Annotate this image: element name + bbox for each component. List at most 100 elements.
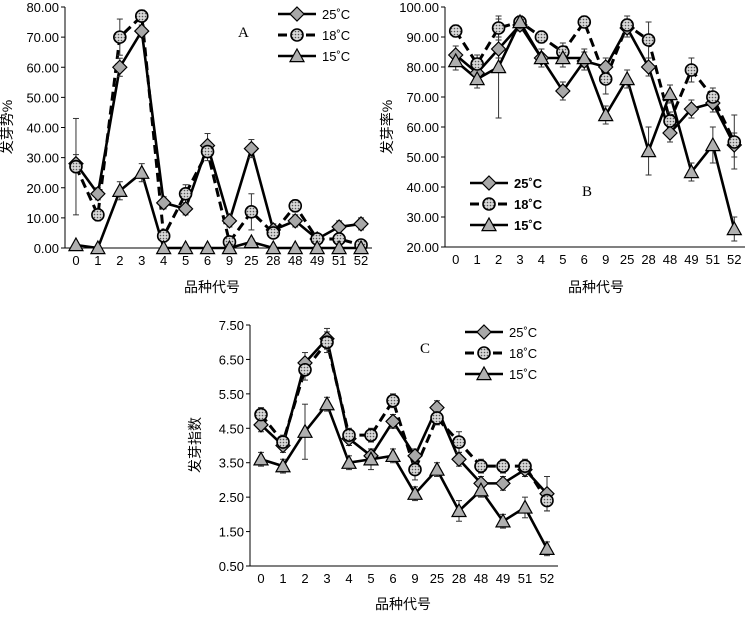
panel-c-point-circle — [430, 411, 444, 425]
panel-c-point-circle — [298, 362, 312, 377]
panel-b-x-tick-label: 0 — [452, 252, 459, 267]
panel-c-germination-index: 发芽指数 品种代号 C 0.50 1.50 2.50 3.50 4.50 5.50 6.50… — [187, 318, 558, 612]
panel-b-point-triangle — [726, 220, 743, 236]
panel-a-point-diamond — [287, 213, 304, 229]
panel-b-germination-rate: 发芽率% 品种代号 B 20.00 30.00 40.00 50.00 60.00 70.… — [379, 0, 745, 295]
panel-b-point-diamond — [597, 59, 614, 75]
panel-b-series-line — [454, 19, 736, 230]
panel-a-legend-marker-circle — [290, 28, 304, 42]
panel-a-x-tick-label: 52 — [354, 253, 368, 268]
panel-a-point-circle — [178, 186, 193, 201]
panel-a-y-tick-label: 10.00 — [26, 211, 59, 226]
panel-b-x-tick-label: 1 — [474, 252, 481, 267]
panel-a-point-diamond — [221, 213, 238, 229]
panel-b-x-tick-label: 5 — [559, 252, 566, 267]
panel-b-point-triangle — [490, 58, 507, 74]
panel-a-point-diamond — [177, 200, 194, 217]
panel-c-legend-marker-circle — [477, 346, 491, 360]
panel-a-y-tick-label: 40.00 — [26, 121, 59, 136]
panel-c-point-triangle — [340, 454, 358, 469]
panel-c-x-tick-label: 4 — [345, 571, 352, 586]
panel-b-y-tick-label: 30.00 — [406, 210, 439, 225]
panel-b-legend-marker-circle — [482, 197, 496, 211]
panel-c-x-tick-label: 52 — [540, 571, 554, 586]
panel-b-point-circle — [577, 15, 592, 29]
panel-b-letter: B — [582, 184, 592, 200]
panel-b-point-diamond — [662, 125, 678, 141]
panel-a-point-triangle — [243, 233, 260, 249]
panel-a-germination-potential: 发芽势% 品种代号 A 0.0010.0020.0030.0040.0050.0… — [0, 0, 372, 295]
panel-b-point-circle — [684, 63, 699, 77]
panel-c-y-tick-label: 0.50 — [219, 559, 244, 574]
panel-b-x-tick-label: 28 — [641, 252, 655, 267]
panel-c-point-diamond — [451, 451, 467, 468]
panel-c-point-triangle — [494, 513, 512, 528]
panel-a-point-circle — [200, 144, 215, 159]
panel-c-point-circle — [496, 459, 510, 473]
panel-b-point-diamond — [490, 41, 507, 57]
panel-c-legend-label: 15˚C — [509, 367, 537, 382]
panel-b-point-circle — [706, 90, 720, 104]
panel-a-xlabel: 品种代号 — [184, 279, 240, 295]
panel-b-x-tick-label: 52 — [727, 252, 741, 267]
panel-b-point-triangle — [683, 163, 700, 179]
panel-a-x-ticks: 0 1 2 3 4 5 6 9 25 28 48 49 51 52 — [72, 253, 368, 268]
panel-c-point-circle — [386, 393, 400, 408]
panel-b-y-tick-label: 80.00 — [406, 60, 439, 75]
panel-c-x-tick-label: 3 — [323, 571, 330, 586]
panel-a-y-tick-label: 70.00 — [26, 30, 59, 45]
panel-b-y-tick-label: 40.00 — [406, 180, 439, 195]
panel-b-point-triangle — [704, 136, 721, 152]
panel-c-y-tick-label: 7.50 — [219, 318, 244, 333]
panel-a-ylabel: 发芽势% — [0, 100, 15, 154]
panel-c-point-triangle — [362, 451, 380, 466]
panel-a-point-diamond — [155, 194, 172, 211]
panel-a-point-triangle — [265, 239, 282, 255]
panel-a-point-triangle — [67, 236, 84, 252]
panel-b-x-ticks: 0 1 2 3 4 5 6 9 25 28 48 49 51 52 — [452, 252, 741, 267]
panel-c-x-tick-label: 6 — [389, 571, 396, 586]
panel-b-plot-area — [444, 7, 745, 248]
panel-a-x-tick-label: 25 — [244, 253, 258, 268]
panel-b-point-triangle — [619, 70, 636, 86]
panel-b-y-tick-label: 60.00 — [406, 120, 439, 135]
panel-a-x-tick-label: 2 — [116, 253, 123, 268]
panel-c-y-tick-label: 4.50 — [219, 421, 244, 436]
panel-b-legend: 25˚C 18˚C 15˚C — [470, 175, 543, 233]
panel-c-point-circle — [320, 335, 334, 350]
panel-a-y-ticks: 0.00 10.00 20.00 30.00 40.00 50.00 60.00 70.00 8… — [26, 0, 65, 256]
panel-b-point-circle — [598, 72, 613, 86]
panel-c-series-line — [260, 401, 549, 550]
panel-a-point-triangle — [353, 239, 370, 255]
panel-c-point-circle — [452, 435, 466, 449]
panel-a-x-tick-label: 51 — [332, 253, 346, 268]
panel-b-legend-marker-triangle — [480, 216, 498, 232]
panel-c-x-tick-label: 5 — [367, 571, 374, 586]
panel-a-point-triangle — [89, 239, 106, 255]
panel-c-point-triangle — [406, 485, 424, 500]
panel-b-y-tick-label: 50.00 — [406, 150, 439, 165]
panel-c-x-tick-label: 0 — [257, 571, 264, 586]
panel-c-point-triangle — [428, 461, 446, 476]
panel-c-plot-area — [249, 325, 558, 567]
panel-b-legend-label: 18˚C — [514, 197, 543, 212]
panel-b-xlabel: 品种代号 — [568, 279, 624, 295]
panel-b-point-triangle — [640, 142, 657, 158]
panel-c-point-circle — [408, 462, 422, 477]
panel-c-legend-label: 25˚C — [509, 325, 537, 340]
panel-a-point-circle — [134, 9, 149, 23]
panel-b-point-circle — [641, 33, 656, 47]
panel-a-x-tick-label: 6 — [204, 253, 211, 268]
panel-c-point-circle — [474, 459, 488, 473]
panel-c-point-circle — [342, 428, 356, 442]
panel-a-point-diamond — [353, 216, 369, 232]
panel-b-point-diamond — [640, 59, 657, 75]
panel-a-series-line — [74, 12, 362, 247]
panel-a-point-circle — [69, 159, 83, 174]
panel-b-point-diamond — [555, 83, 571, 99]
panel-c-y-ticks: 0.50 1.50 2.50 3.50 4.50 5.50 6.50 7.50 — [219, 318, 250, 574]
panel-c-point-circle — [254, 407, 268, 422]
panel-b-point-triangle — [447, 52, 464, 68]
panel-b-x-tick-label: 49 — [684, 252, 698, 267]
panel-a-letter: A — [238, 25, 249, 41]
